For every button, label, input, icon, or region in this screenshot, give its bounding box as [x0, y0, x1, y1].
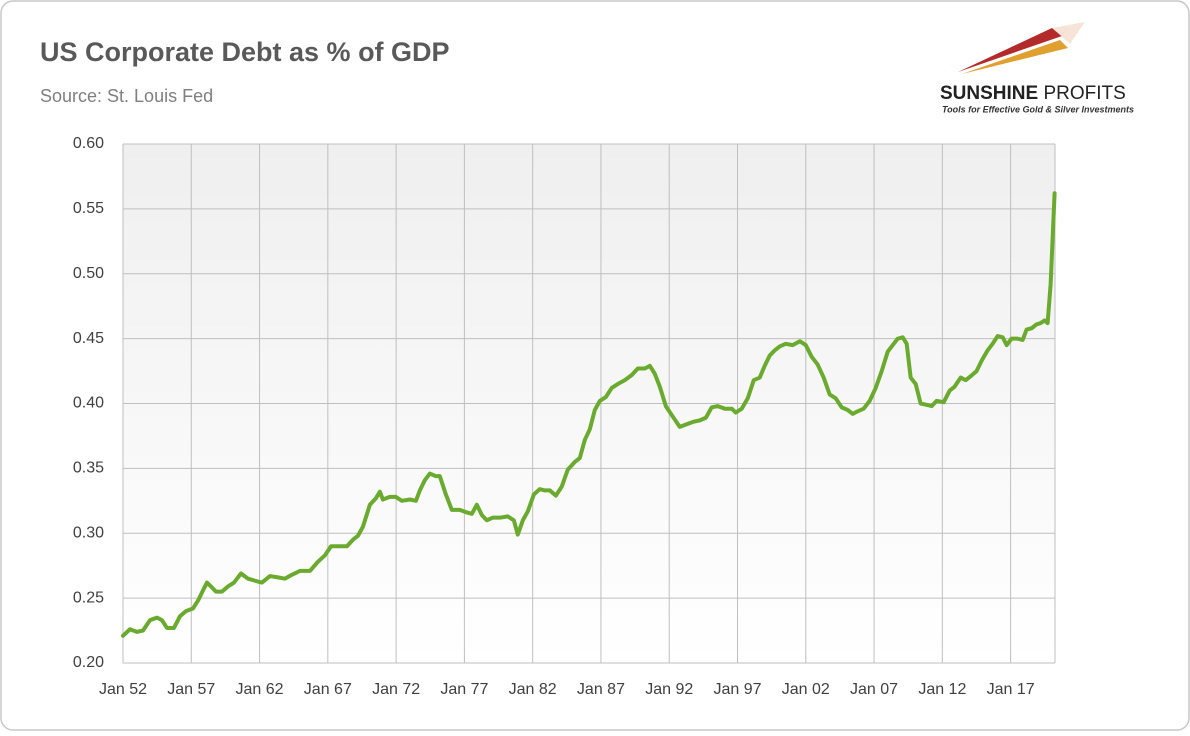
y-tick-label: 0.55	[73, 200, 104, 217]
logo-swoosh	[958, 28, 1062, 72]
x-tick-label: Jan 07	[850, 681, 898, 698]
x-tick-label: Jan 67	[304, 681, 352, 698]
x-tick-label: Jan 87	[577, 681, 625, 698]
y-tick-label: 0.45	[73, 330, 104, 347]
y-tick-label: 0.35	[73, 460, 104, 477]
logo-glow	[1052, 22, 1085, 44]
y-tick-label: 0.20	[73, 654, 104, 671]
x-tick-label: Jan 17	[987, 681, 1035, 698]
logo-tagline: Tools for Effective Gold & Silver Invest…	[942, 104, 1134, 114]
y-tick-label: 0.40	[73, 395, 104, 412]
marks	[121, 191, 1057, 638]
grid	[122, 143, 1056, 664]
logo-swoosh	[962, 40, 1068, 74]
x-tick-label: Jan 82	[509, 681, 557, 698]
y-tick-label: 0.60	[73, 135, 104, 152]
x-tick-label: Jan 62	[236, 681, 284, 698]
x-tick-label: Jan 02	[782, 681, 830, 698]
x-tick-label: Jan 92	[645, 681, 693, 698]
x-tick-label: Jan 57	[167, 681, 215, 698]
chart-subtitle: Source: St. Louis Fed	[40, 86, 213, 106]
y-tick-label: 0.25	[73, 589, 104, 606]
logo: SUNSHINE PROFITS Tools for Effective Gol…	[940, 22, 1134, 114]
logo-brand-bold: SUNSHINE	[940, 83, 1038, 104]
x-tick-label: Jan 12	[918, 681, 966, 698]
chart-title: US Corporate Debt as % of GDP	[40, 37, 450, 67]
x-tick-label: Jan 72	[372, 681, 420, 698]
y-tick-label: 0.30	[73, 524, 104, 541]
y-tick-label: 0.50	[73, 265, 104, 282]
logo-brand-light: PROFITS	[1043, 83, 1125, 104]
x-tick-label: Jan 52	[99, 681, 147, 698]
data-line	[121, 191, 1057, 638]
x-tick-label: Jan 97	[713, 681, 761, 698]
x-tick-label: Jan 77	[440, 681, 488, 698]
logo-brand: SUNSHINE PROFITS	[940, 83, 1126, 104]
